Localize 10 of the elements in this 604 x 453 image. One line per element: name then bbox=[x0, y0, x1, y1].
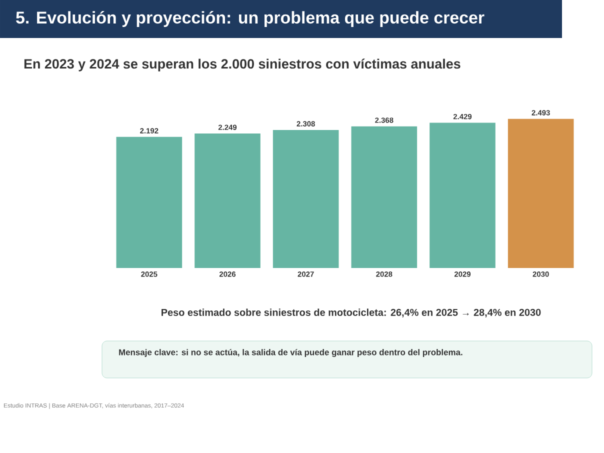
text: Mensaje clave: si no se actúa, la salida de vía puede ganar peso dentro del problema. bbox=[119, 348, 462, 357]
bar bbox=[508, 118, 574, 268]
bar bbox=[116, 136, 182, 268]
bar bbox=[430, 122, 496, 268]
bar bbox=[272, 130, 339, 268]
bar bbox=[351, 126, 418, 268]
chart-title: 5. Evolución y proyección: un problema que puede crecer bbox=[16, 11, 484, 27]
text: Peso estimado sobre siniestros de motocicleta: 26,4% en 2025 → 28,4% en 2030 bbox=[162, 308, 541, 318]
chart-subtitle: En 2023 y 2024 se superan los 2.000 siniestros con víctimas anuales bbox=[24, 58, 460, 72]
bar bbox=[194, 134, 260, 268]
